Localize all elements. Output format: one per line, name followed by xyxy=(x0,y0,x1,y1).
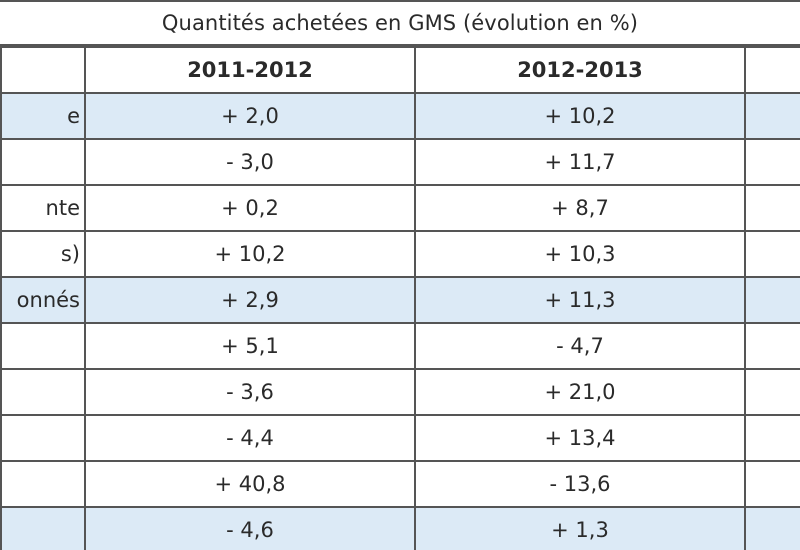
table-row: s) + 10,2 + 10,3 xyxy=(0,230,800,278)
value-2012-2013-cell: + 13,4 xyxy=(414,414,746,462)
value-2011-2012-cell: - 4,6 xyxy=(84,506,416,550)
value-2011-2012-cell: - 4,4 xyxy=(84,414,416,462)
value-2011-2012-cell: + 0,2 xyxy=(84,184,416,232)
row-label-cell xyxy=(0,368,86,416)
table-body: e + 2,0 + 10,2- 3,0 + 11,7 nte + 0,2 + 8,7 s) + … xyxy=(0,92,800,550)
value-2011-2012-cell: + 5,1 xyxy=(84,322,416,370)
value-2012-2013-cell: - 13,6 xyxy=(414,460,746,508)
table-row: - 3,0 + 11,7 xyxy=(0,138,800,186)
next-column-cell xyxy=(744,230,800,278)
next-column-cell xyxy=(744,138,800,186)
table-row: + 5,1- 4,7 xyxy=(0,322,800,370)
next-column-cell xyxy=(744,92,800,140)
row-label-cell: nte xyxy=(0,184,86,232)
next-column-cell xyxy=(744,184,800,232)
table-row: + 40,8- 13,6 xyxy=(0,460,800,508)
next-column-cell xyxy=(744,368,800,416)
row-label-cell xyxy=(0,460,86,508)
row-label-cell xyxy=(0,414,86,462)
row-label-cell xyxy=(0,322,86,370)
data-table: 2011-2012 2012-2013 e + 2,0 + 10,2- 3,0 + 1… xyxy=(0,46,800,550)
header-label-column xyxy=(0,46,86,94)
value-2011-2012-cell: - 3,6 xyxy=(84,368,416,416)
value-2012-2013-cell: + 21,0 xyxy=(414,368,746,416)
value-2012-2013-cell: + 10,3 xyxy=(414,230,746,278)
row-label-cell: s) xyxy=(0,230,86,278)
next-column-cell xyxy=(744,322,800,370)
row-label-cell xyxy=(0,506,86,550)
value-2011-2012-cell: - 3,0 xyxy=(84,138,416,186)
row-label-cell: e xyxy=(0,92,86,140)
header-next-column xyxy=(744,46,800,94)
table-row: - 3,6 + 21,0 xyxy=(0,368,800,416)
header-row: 2011-2012 2012-2013 xyxy=(0,46,800,94)
next-column-cell xyxy=(744,506,800,550)
table-row: - 4,6 + 1,3 xyxy=(0,506,800,550)
row-label-cell: onnés xyxy=(0,276,86,324)
value-2012-2013-cell: + 11,3 xyxy=(414,276,746,324)
next-column-cell xyxy=(744,460,800,508)
header-2012-2013: 2012-2013 xyxy=(414,46,746,94)
value-2012-2013-cell: + 8,7 xyxy=(414,184,746,232)
table-row: onnés + 2,9 + 11,3 xyxy=(0,276,800,324)
value-2011-2012-cell: + 2,0 xyxy=(84,92,416,140)
table-row: e + 2,0 + 10,2 xyxy=(0,92,800,140)
value-2011-2012-cell: + 2,9 xyxy=(84,276,416,324)
table-row: - 4,4 + 13,4 xyxy=(0,414,800,462)
header-2011-2012: 2011-2012 xyxy=(84,46,416,94)
row-label-cell xyxy=(0,138,86,186)
value-2011-2012-cell: + 10,2 xyxy=(84,230,416,278)
table-row: nte + 0,2 + 8,7 xyxy=(0,184,800,232)
value-2012-2013-cell: + 10,2 xyxy=(414,92,746,140)
table-title: Quantités achetées en GMS (évolution en … xyxy=(0,0,800,46)
value-2012-2013-cell: + 11,7 xyxy=(414,138,746,186)
value-2012-2013-cell: - 4,7 xyxy=(414,322,746,370)
value-2011-2012-cell: + 40,8 xyxy=(84,460,416,508)
next-column-cell xyxy=(744,414,800,462)
next-column-cell xyxy=(744,276,800,324)
value-2012-2013-cell: + 1,3 xyxy=(414,506,746,550)
